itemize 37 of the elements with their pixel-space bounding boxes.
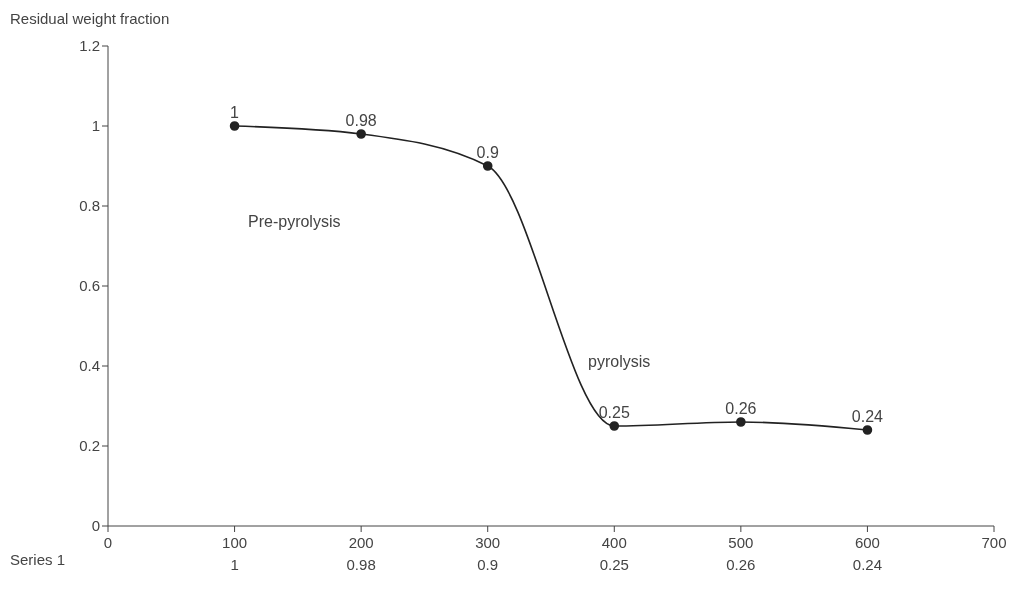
x-tick-label: 500 — [728, 534, 754, 551]
annotation: 0.98 — [345, 112, 377, 129]
point — [356, 129, 366, 139]
data-label: 0.98 — [346, 556, 376, 573]
annotation: 0.24 — [851, 408, 884, 425]
x-tick-label: 700 — [981, 534, 1007, 551]
point — [862, 425, 873, 435]
annotation: Pre-pyrolysis — [248, 213, 341, 231]
x-tick-label: 300 — [475, 534, 501, 551]
annotation: 0.26 — [725, 400, 757, 417]
annotation: 0.9 — [476, 144, 499, 161]
data-label: 0.26 — [726, 556, 756, 573]
data-label: 0.25 — [599, 556, 629, 573]
annotation: 1 — [230, 104, 240, 121]
annotation: 0.25 — [598, 404, 630, 421]
x-tick-label: 600 — [854, 534, 880, 551]
y-tick-label: 1.2 — [79, 37, 100, 55]
y-tick-label: 0.8 — [79, 197, 100, 215]
y-tick-label: 1 — [91, 117, 100, 135]
data-label: 1 — [230, 556, 239, 573]
y-tick-label: 0.6 — [79, 277, 100, 295]
point — [482, 161, 493, 171]
data-label: 0.9 — [477, 556, 499, 573]
text: Series 1 — [10, 551, 66, 568]
x-tick-label: 200 — [348, 534, 374, 551]
x-tick-label: 400 — [601, 534, 627, 551]
point — [736, 417, 746, 427]
x-tick-label: 100 — [222, 534, 248, 551]
x-tick-label: 0 — [103, 534, 113, 551]
data-label: 0.24 — [852, 556, 883, 573]
y-tick-label: 0 — [91, 517, 100, 535]
point — [229, 121, 240, 131]
point — [609, 421, 620, 431]
y-tick-label: 0.4 — [79, 357, 100, 375]
y-axis-title: Residual weight fraction — [10, 10, 170, 27]
y-tick-label: 0.2 — [79, 437, 100, 455]
annotation: pyrolysis — [588, 353, 651, 371]
